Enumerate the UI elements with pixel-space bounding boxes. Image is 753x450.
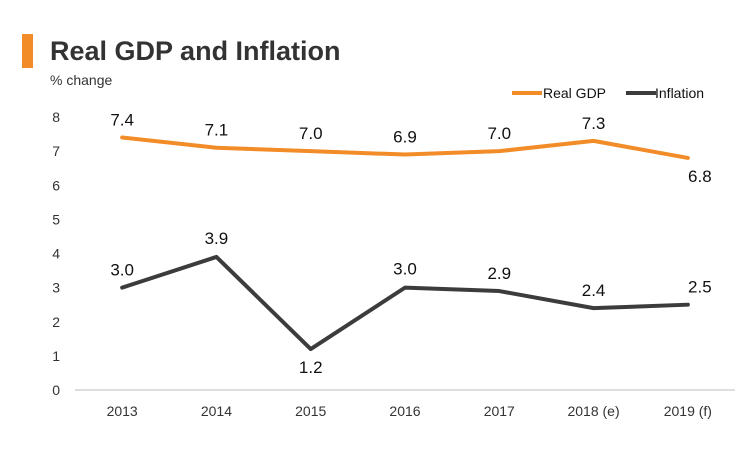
data-label: 7.1 [205,121,229,140]
y-axis-ticks: 0 1 2 3 4 5 6 7 8 [52,109,60,398]
legend-inflation-label: Inflation [655,85,704,101]
x-tick-label: 2013 [107,403,138,419]
data-label: 7.3 [582,114,606,133]
x-tick-label: 2019 (f) [664,403,712,419]
data-label: 2.5 [688,278,712,297]
data-label: 7.4 [110,110,134,129]
y-tick-label: 8 [52,109,60,125]
chart-title: Real GDP and Inflation [50,36,341,66]
y-tick-label: 5 [52,211,60,227]
x-tick-label: 2015 [295,403,326,419]
data-label: 1.2 [299,358,323,377]
data-label: 2.9 [487,264,511,283]
data-label: 3.0 [393,260,417,279]
data-labels: 7.4 7.1 7.0 6.9 7.0 7.3 6.8 3.0 3.9 1.2 3.0 2.9 2.4 2… [110,110,711,377]
series-lines [120,135,690,352]
data-label: 3.0 [110,261,134,280]
legend: Real GDP Inflation [512,85,704,101]
legend-real-gdp-label: Real GDP [543,85,606,101]
y-tick-label: 6 [52,177,60,193]
y-tick-label: 7 [52,143,60,159]
x-axis-ticks: 2013 2014 2015 2016 2017 2018 (e) 2019 (f) [107,403,712,419]
series-line-inflation [120,254,690,352]
data-label: 7.0 [299,124,323,143]
data-label: 3.9 [205,229,229,248]
y-tick-label: 1 [52,348,60,364]
x-tick-label: 2018 (e) [567,403,619,419]
y-tick-label: 3 [52,280,60,296]
x-tick-label: 2014 [201,403,232,419]
chart-subtitle: % change [50,72,113,88]
y-tick-label: 4 [52,246,60,262]
data-label: 6.9 [393,128,417,147]
y-tick-label: 0 [52,382,60,398]
data-label: 6.8 [688,167,712,186]
data-label: 2.4 [582,281,606,300]
x-tick-label: 2017 [484,403,515,419]
title-accent-bar [22,34,33,68]
x-tick-label: 2016 [389,403,420,419]
data-label: 7.0 [487,124,511,143]
y-tick-label: 2 [52,314,60,330]
series-line-real-gdp [120,135,690,160]
